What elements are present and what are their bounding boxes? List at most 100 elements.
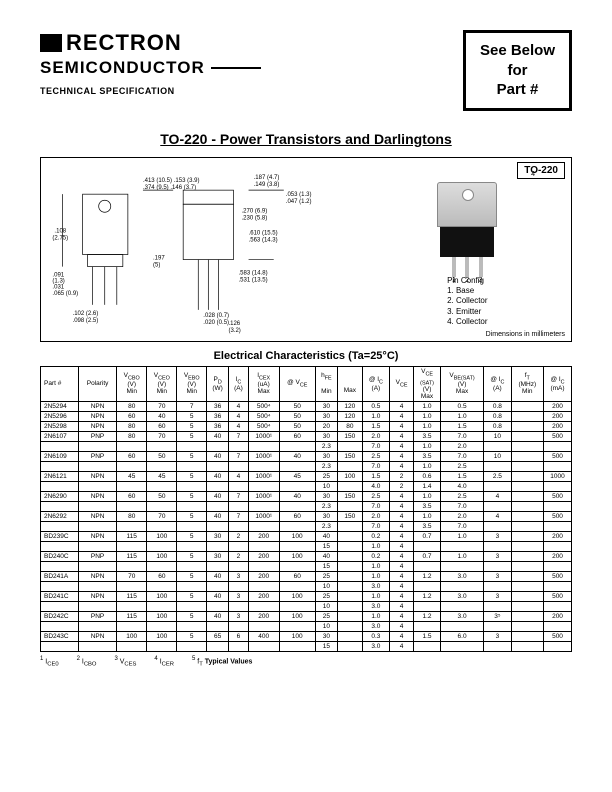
footnotes: 1 ICE0 2 ICBO 3 VCES 4 ICER 5 fT Typical… [40,656,572,668]
header: RECTRON SEMICONDUCTOR TECHNICAL SPECIFIC… [40,30,572,111]
table-body: 2N5294NPN80707364500⁴50301200.541.00.50.… [41,402,572,652]
svg-text:(3.2): (3.2) [228,327,240,333]
svg-text:.047 (1.2): .047 (1.2) [286,199,312,205]
table-row: BD239CNPN1151005302200100400.240.71.0320… [41,532,572,542]
svg-text:.020 (0.5): .020 (0.5) [203,319,229,325]
svg-text:(5): (5) [153,262,160,268]
fn5: 5 fT Typical Values [192,656,252,668]
divider [211,67,261,69]
table-header: Part # Polarity VCBO(V)Min VCEO(V)Min VE… [41,366,572,402]
th-vce2: VCE [390,366,414,402]
fn2: 2 ICBO [77,656,97,668]
svg-text:.583 (14.8): .583 (14.8) [239,270,268,276]
th-vceo: VCEO(V)Min [147,366,177,402]
th-vbesat: VBE(SAT)(V)Max [440,366,483,402]
th-pd: PD(W) [207,366,229,402]
package-photo-area: 4 1 2 3 Pin Config 1. Base 2. Collector … [370,164,565,335]
partbox-l3: Part # [480,80,555,100]
svg-text:.126: .126 [228,320,240,326]
svg-text:.531 (13.5): .531 (13.5) [239,277,268,283]
svg-text:.413 (10.5) .153 (3.9): .413 (10.5) .153 (3.9) [143,178,200,184]
fn3: 3 VCES [114,656,136,668]
table-row: 2N6107PNP807054071000¹60301502.043.57.01… [41,432,572,442]
svg-text:.563 (14.3): .563 (14.3) [249,237,278,243]
svg-text:.102 (2.6): .102 (2.6) [73,310,99,316]
svg-text:.108: .108 [54,228,66,234]
pin-3: 3. Emitter [447,307,487,317]
table-row: 2N6292NPN807054071000¹60301502.041.02.04… [41,512,572,522]
th-at3: @ IC(A) [484,366,511,402]
partbox-l1: See Below [480,41,555,61]
th-vebo: VEBO(V)Min [177,366,207,402]
fn4: 4 ICER [154,656,174,668]
part-number-box: See Below for Part # [463,30,572,111]
th-ft: fT(MHz)Min [511,366,543,402]
table-subrow: 103.04 [41,602,572,612]
svg-text:.270 (6.9): .270 (6.9) [242,208,268,214]
lead-3: 3 [479,277,483,284]
svg-text:.098 (2.5): .098 (2.5) [73,317,99,323]
th-at1: @ VCE [279,366,315,402]
table-subrow: 103.04 [41,622,572,632]
table-subrow: 2.37.043.57.0 [41,502,572,512]
table-row: 2N5298NPN80605364500⁴5020801.541.01.50.8… [41,422,572,432]
tech-spec: TECHNICAL SPECIFICATION [40,86,261,96]
pin-2: 2. Collector [447,296,487,306]
characteristics-table: Part # Polarity VCBO(V)Min VCEO(V)Min VE… [40,366,572,653]
svg-text:.374 (9.5) .146 (3.7): .374 (9.5) .146 (3.7) [143,185,196,191]
package-diagram: TO-220 .413 (10.5) .153 (3.9) [40,157,572,342]
th-at2: @ IC(A) [362,366,389,402]
th-polarity: Polarity [79,366,117,402]
table-row: 2N6290NPN605054071000¹40301502.541.02.54… [41,492,572,502]
table-subrow: 151.04 [41,542,572,552]
th-vcesat: VCE(SAT)(V)Max [414,366,441,402]
dimension-note: Dimensions in millimeters [486,331,565,338]
table-subrow: 2.37.041.02.5 [41,462,572,472]
fn1: 1 ICE0 [40,656,59,668]
partbox-l2: for [480,61,555,81]
svg-text:(2.75): (2.75) [52,235,68,241]
svg-text:.028 (0.7): .028 (0.7) [203,312,229,318]
th-at4: @ IC(mA) [544,366,572,402]
table-row: BD242CPNP1151005403200100251.041.23.03⁵2… [41,612,572,622]
package-label: TO-220 [517,162,565,179]
table-row: 2N5294NPN80707364500⁴50301200.541.00.50.… [41,402,572,412]
ec-title: Electrical Characteristics (Ta=25°C) [40,350,572,362]
table-subrow: 153.04 [41,642,572,652]
svg-text:.053 (1.3): .053 (1.3) [286,192,312,198]
svg-text:.230 (5.8): .230 (5.8) [242,215,268,221]
mechanical-drawing: .413 (10.5) .153 (3.9) .374 (9.5) .146 (… [47,164,360,335]
pin-1: 1. Base [447,286,487,296]
brand-name: RECTRON [66,30,182,56]
table-subrow: 2.37.041.02.0 [41,442,572,452]
brand-icon [40,34,62,52]
table-row: 2N5296NPN60405364500⁴50301201.041.01.00.… [41,412,572,422]
svg-text:.187 (4.7): .187 (4.7) [254,175,280,181]
svg-text:.610 (15.5): .610 (15.5) [249,230,278,236]
table-subrow: 151.04 [41,562,572,572]
th-ic: IC(A) [229,366,249,402]
table-subrow: 104.021.44.0 [41,482,572,492]
package-photo: 1 2 3 [437,182,497,272]
table-row: 2N6109PNP605054071000¹40301502.543.57.01… [41,452,572,462]
svg-text:.065 (0.9): .065 (0.9) [52,290,78,296]
table-row: BD243CNPN1001005656400100300.341.56.0350… [41,632,572,642]
page-title: TO-220 - Power Transistors and Darlingto… [40,131,572,147]
table-subrow: 2.37.043.57.0 [41,522,572,532]
pin-4: 4. Collector [447,317,487,327]
svg-text:.197: .197 [153,255,165,261]
table-row: 2N6121NPN454554041000¹45251001.520.61.52… [41,472,572,482]
th-vcbo: VCBO(V)Min [117,366,147,402]
brand-block: RECTRON SEMICONDUCTOR TECHNICAL SPECIFIC… [40,30,261,96]
th-hfe-max: Max [338,366,363,402]
lead-1: 1 [452,277,456,284]
table-row: BD241CNPN1151005403200100251.041.23.0350… [41,592,572,602]
table-subrow: 103.04 [41,582,572,592]
table-row: BD241ANPN7060540320060251.041.23.03500 [41,572,572,582]
th-hfe-min: hFEMin [315,366,337,402]
th-part: Part # [41,366,79,402]
th-icex: ICEX(uA)Max [248,366,279,402]
lead-2: 2 [465,277,469,284]
svg-text:.149 (3.8): .149 (3.8) [254,182,280,188]
table-row: BD240CPNP1151005302200100400.240.71.0320… [41,552,572,562]
